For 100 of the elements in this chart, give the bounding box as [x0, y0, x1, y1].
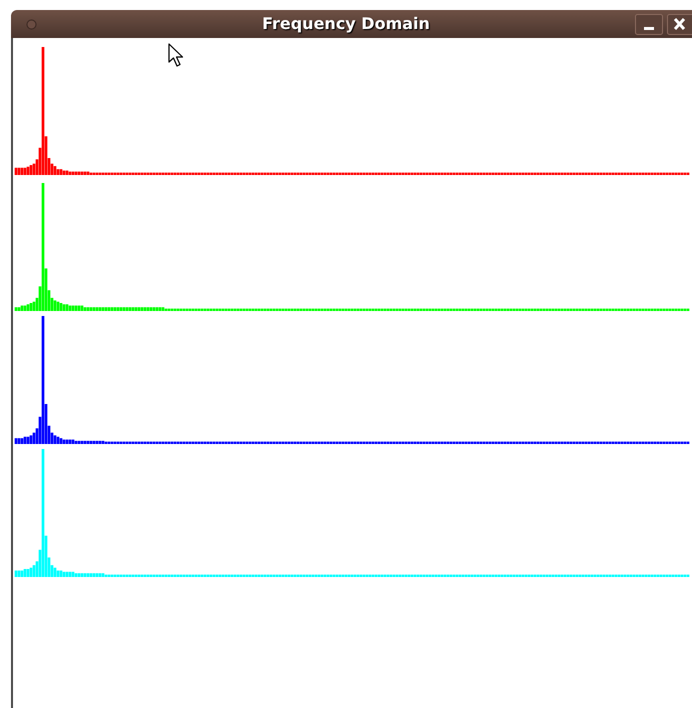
bar	[24, 306, 26, 311]
bar	[86, 307, 90, 311]
bar	[72, 172, 74, 175]
bar	[146, 307, 150, 311]
bar	[62, 440, 66, 444]
bar	[102, 307, 104, 311]
bar	[78, 573, 80, 577]
bar	[26, 436, 30, 444]
bar	[24, 568, 26, 577]
bar	[20, 570, 24, 577]
bar	[30, 165, 32, 175]
bar	[84, 573, 86, 577]
bar	[20, 168, 24, 175]
bar	[126, 307, 128, 311]
bar	[56, 436, 60, 444]
bar	[26, 304, 30, 311]
chart-title: Frequency Domain	[261, 13, 431, 35]
bar	[98, 307, 102, 311]
bar	[80, 440, 84, 444]
bar	[18, 438, 20, 444]
bar	[96, 573, 98, 577]
bar	[18, 570, 20, 577]
bar	[60, 169, 62, 175]
bar	[60, 438, 62, 444]
bar	[42, 449, 44, 577]
bar	[14, 307, 18, 311]
bar	[66, 170, 68, 175]
bar	[92, 307, 96, 311]
bar	[32, 432, 36, 444]
bar	[54, 568, 56, 577]
bar	[116, 307, 120, 311]
bar	[96, 307, 98, 311]
bar	[18, 168, 20, 175]
bar	[158, 307, 162, 311]
bar	[14, 438, 18, 444]
bar	[68, 306, 72, 311]
bar	[72, 306, 74, 311]
bar	[114, 307, 116, 311]
bar	[14, 168, 18, 175]
bar	[110, 307, 114, 311]
bar	[56, 302, 60, 311]
bar	[26, 568, 30, 577]
bar	[120, 307, 122, 311]
bar	[102, 573, 104, 577]
bar	[42, 183, 44, 311]
bar	[86, 440, 90, 444]
bar	[74, 306, 78, 311]
bar	[98, 573, 102, 577]
bar	[152, 307, 156, 311]
bar	[156, 307, 158, 311]
bar	[90, 573, 92, 577]
bar	[54, 300, 56, 311]
bar	[20, 306, 24, 311]
bar	[90, 440, 92, 444]
bar	[62, 572, 66, 577]
bar	[62, 170, 66, 175]
bar	[92, 440, 96, 444]
bar	[78, 440, 80, 444]
bar	[80, 306, 84, 311]
bar	[122, 307, 126, 311]
bar	[24, 168, 26, 175]
bar	[66, 572, 68, 577]
bar	[80, 172, 84, 175]
bar	[74, 440, 78, 444]
bar	[108, 307, 110, 311]
bar	[162, 307, 164, 311]
bar	[32, 565, 36, 577]
bar	[32, 302, 36, 311]
bar	[74, 172, 78, 175]
bar	[84, 440, 86, 444]
bar	[72, 572, 74, 577]
bar	[92, 573, 96, 577]
bar	[54, 435, 56, 444]
bar	[54, 166, 56, 175]
bar	[66, 440, 68, 444]
bar	[20, 438, 24, 444]
bar	[30, 568, 32, 577]
bar	[96, 440, 98, 444]
bar	[90, 307, 92, 311]
bar	[24, 436, 26, 444]
bar	[78, 172, 80, 175]
bar	[134, 307, 138, 311]
bar	[98, 440, 102, 444]
bar	[32, 164, 36, 175]
bar	[30, 435, 32, 444]
bar	[84, 307, 86, 311]
bar	[144, 307, 146, 311]
bar	[86, 172, 90, 175]
bar	[78, 306, 80, 311]
bar	[56, 169, 60, 175]
bar	[84, 172, 86, 175]
bar	[80, 573, 84, 577]
bar	[102, 440, 104, 444]
bar	[128, 307, 132, 311]
bar	[42, 47, 44, 175]
bar	[60, 570, 62, 577]
bar	[62, 304, 66, 311]
bar	[14, 570, 18, 577]
bar	[66, 304, 68, 311]
bar	[56, 570, 60, 577]
